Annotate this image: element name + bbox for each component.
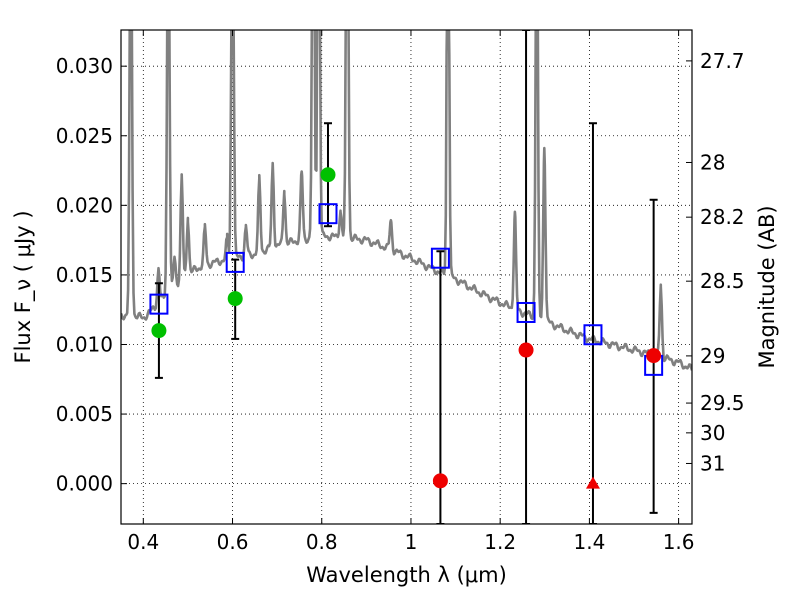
error-bars (154, 30, 658, 524)
y-tick-label: 0.010 (56, 332, 113, 356)
x-tick-label: 0.4 (127, 530, 159, 554)
right-tick-label: 28 (700, 150, 725, 174)
detected-flux-point (151, 323, 167, 339)
data-markers (149, 167, 664, 489)
y-tick-label: 0.030 (56, 54, 113, 78)
undetected-flux-point (518, 342, 534, 358)
y-tick-label: 0.025 (56, 124, 113, 148)
plot-frame (120, 29, 693, 525)
y-axis-title: Flux F_ν ( μJy ) (11, 210, 36, 363)
y-tick-label: 0.015 (56, 263, 113, 287)
x-axis-title: Wavelength λ (μm) (306, 563, 507, 587)
axis-ticks: 0.4 0.6 0.8 1 1.2 1.4 1.6 0.000 0.005 0.010 0.015 0… (56, 30, 745, 554)
model-photometry-box (149, 293, 169, 315)
detected-flux-point (320, 167, 336, 183)
spectrum-line (121, 30, 692, 371)
x-tick-label: 1.6 (663, 530, 695, 554)
model-photometry-box (430, 247, 450, 269)
grid-lines (121, 30, 692, 524)
upper-limit-triangle (585, 476, 600, 489)
model-spectrum (121, 30, 692, 371)
right-tick-label: 28.2 (700, 205, 745, 229)
model-photometry-box (516, 301, 536, 323)
y-tick-label: 0.020 (56, 193, 113, 217)
right-tick-label: 31 (700, 451, 725, 475)
undetected-flux-point (432, 473, 448, 489)
x-tick-label: 0.6 (217, 530, 249, 554)
x-tick-label: 1 (405, 530, 418, 554)
x-tick-label: 0.8 (306, 530, 338, 554)
detected-flux-point (227, 291, 243, 307)
y-tick-label: 0.000 (56, 472, 113, 496)
right-tick-label: 29.5 (700, 391, 745, 415)
right-tick-label: 29 (700, 344, 725, 368)
x-tick-label: 1.4 (573, 530, 605, 554)
y-tick-label: 0.005 (56, 402, 113, 426)
model-photometry-box (583, 324, 603, 346)
right-tick-label: 30 (700, 421, 725, 445)
right-tick-label: 27.7 (700, 49, 745, 73)
right-tick-label: 28.5 (700, 269, 745, 293)
right-axis-title: Magnitude (AB) (755, 205, 779, 368)
x-tick-label: 1.2 (484, 530, 516, 554)
model-photometry-box (225, 251, 245, 273)
undetected-flux-point (646, 348, 662, 364)
model-photometry-box (318, 203, 338, 225)
